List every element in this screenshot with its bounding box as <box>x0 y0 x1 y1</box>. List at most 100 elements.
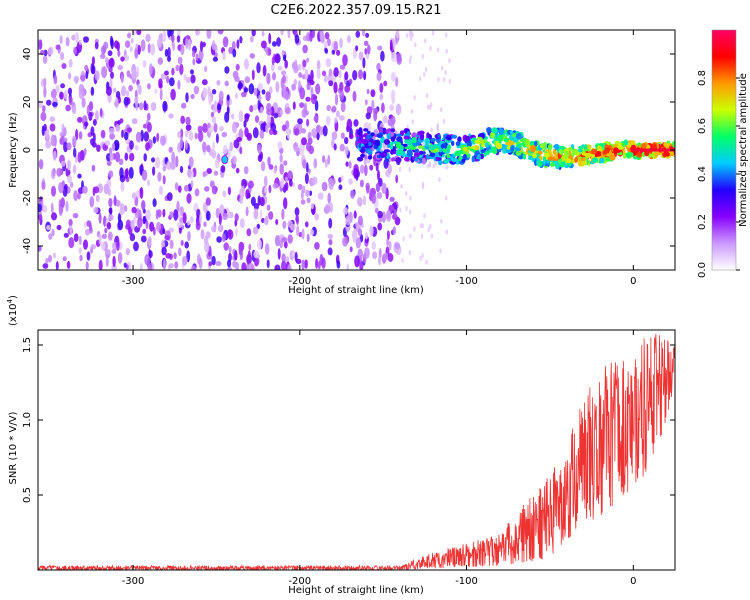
spectrogram-noise-cell <box>50 89 57 99</box>
spectrogram-noise-cell <box>86 251 91 261</box>
spectrogram-noise-cell <box>277 141 283 150</box>
spectrogram-noise-cell <box>328 80 334 87</box>
spectrogram-noise-cell <box>73 233 79 243</box>
spectrogram-signal-cell <box>471 155 475 163</box>
spectrogram-noise-cell <box>324 32 330 40</box>
spectrogram-noise-cell <box>147 83 151 90</box>
spectrogram-noise-cell <box>266 259 270 269</box>
spectrogram-noise-cell <box>326 104 332 112</box>
spectrogram-noise-cell <box>113 195 117 207</box>
snr-x-axis: -300 -200 -100 0 <box>122 330 636 587</box>
spectrogram-noise-cell <box>184 130 189 138</box>
spectrogram-signal-cell <box>411 137 417 144</box>
spectrogram-signal-cell <box>446 144 451 151</box>
spectrogram-noise-cell <box>309 229 314 236</box>
spectrogram-noise-cell <box>280 177 285 189</box>
spectrogram-noise-cell <box>207 122 211 129</box>
spectrogram-noise-cell <box>177 79 181 90</box>
spectrogram-noise-cell <box>408 167 411 172</box>
spectrogram-signal-cell <box>434 148 440 153</box>
spectrogram-noise-cell <box>43 77 47 88</box>
spectrogram-noise-cell <box>211 185 218 195</box>
spectrogram-noise-cell <box>227 259 232 268</box>
spectrogram-noise-cell <box>195 53 199 61</box>
spectrogram-noise-cell <box>83 148 87 156</box>
spectrogram-noise-cell <box>235 261 240 270</box>
spectrogram-noise-cell <box>130 219 135 230</box>
spectrogram-noise-cell <box>83 239 88 250</box>
spectrogram-noise-cell <box>206 144 211 153</box>
spectrogram-noise-cell <box>62 256 67 262</box>
spectrogram-noise-cell <box>124 205 128 212</box>
spectrogram-signal-cell <box>565 158 572 164</box>
spectrogram-noise-cell <box>365 112 371 120</box>
spectrogram-noise-cell <box>123 132 129 141</box>
spectrogram-noise-cell <box>352 90 357 102</box>
spectrogram-noise-cell <box>259 129 265 139</box>
spectrogram-noise-cell <box>364 164 368 177</box>
spectrogram-noise-cell <box>100 129 106 139</box>
spectrogram-noise-cell <box>206 30 212 40</box>
spectrogram-noise-cell <box>189 216 194 224</box>
spectrogram-noise-cell <box>171 67 175 76</box>
x-tick-label: 0 <box>630 276 636 287</box>
spectrogram-noise-cell <box>413 95 416 101</box>
spectrogram-noise-cell <box>120 181 125 192</box>
spectrogram-noise-cell <box>160 135 166 146</box>
spectrogram-noise-cell <box>169 211 174 219</box>
spectrogram-noise-cell <box>274 264 281 270</box>
spectrogram-noise-cell <box>220 165 226 173</box>
spectrogram-noise-cell <box>208 95 212 106</box>
spectrogram-noise-cell <box>419 255 422 261</box>
spectrogram-signal-cell <box>418 145 424 149</box>
spectrogram-noise-cell <box>405 191 408 196</box>
spectrogram-noise-cell <box>117 252 123 264</box>
spectrogram-noise-cell <box>445 48 448 54</box>
spectrogram-noise-cell <box>65 200 69 212</box>
spectrogram-noise-cell <box>306 233 310 242</box>
spectrogram-noise-cell <box>91 56 95 66</box>
colorbar-tick-label: 0.0 <box>697 262 708 278</box>
spectrogram-noise-cell <box>135 99 139 112</box>
spectrogram-signal-cell <box>536 159 540 166</box>
spectrogram-noise-cell <box>70 181 74 188</box>
spectrogram-noise-cell <box>359 179 364 188</box>
spectrogram-noise-cell <box>336 110 340 118</box>
colorbar-frame <box>711 29 737 271</box>
spectrogram-signal-cell <box>507 139 512 147</box>
spectrogram-signal-cell <box>406 131 411 138</box>
spectrogram-noise-cell <box>116 240 120 251</box>
spectrogram-noise-cell <box>166 192 173 202</box>
spectrogram-noise-cell <box>376 192 383 199</box>
y-tick-label: 1.0 <box>22 412 33 428</box>
spectrogram-noise-cell <box>392 226 396 235</box>
spectrogram-noise-cell <box>145 33 151 43</box>
spectrogram-signal-cell <box>547 143 553 151</box>
spectrogram-noise-cell <box>181 255 188 266</box>
spectrogram-noise-cell <box>42 55 48 64</box>
spectrogram-noise-cell <box>167 47 171 59</box>
spectrogram-noise-cell <box>306 118 310 127</box>
spectrogram-noise-cell <box>164 70 169 76</box>
spectrogram-noise-cell <box>95 194 100 203</box>
spectrogram-signal-cell <box>391 157 396 162</box>
spectrogram-noise-cell <box>217 30 224 35</box>
spectrogram-noise-cell <box>272 41 277 47</box>
spectrogram-noise-cell <box>88 111 93 121</box>
spectrogram-noise-cell <box>298 80 301 88</box>
spectrogram-noise-cell <box>60 83 65 89</box>
spectrogram-noise-cell <box>249 105 254 113</box>
spectrogram-noise-cell <box>64 183 68 190</box>
spectrogram-noise-cell <box>262 65 267 77</box>
spectrogram-noise-cell <box>389 205 395 212</box>
spectrogram-noise-cell <box>277 65 283 71</box>
spectrogram-noise-cell <box>109 133 115 140</box>
spectrogram-noise-cell <box>275 219 279 225</box>
spectrogram-noise-cell <box>260 161 266 172</box>
colorbar-ticks: 0.0 0.2 0.4 0.6 0.8 <box>697 70 740 278</box>
spectrogram-signal-cell <box>364 155 368 160</box>
spectrogram-noise-cell <box>165 253 172 259</box>
spectrogram-noise-cell <box>174 261 179 269</box>
spectrogram-noise-cell <box>169 161 176 170</box>
spectrogram-noise-cell <box>414 42 417 48</box>
